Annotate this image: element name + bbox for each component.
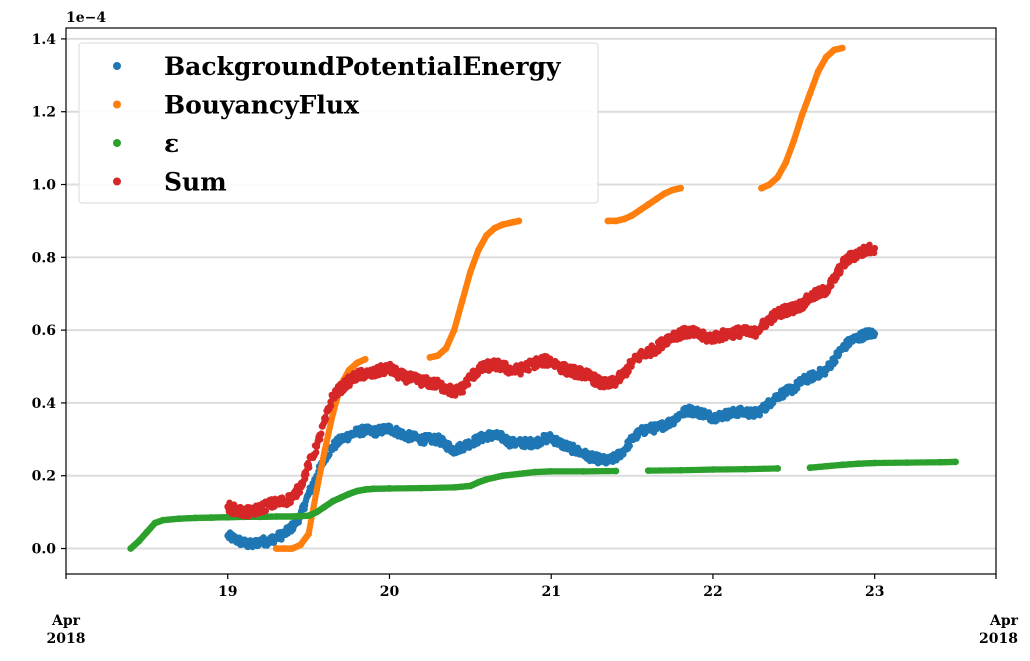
x-edge-label-year-0: 2018 [47, 631, 86, 647]
legend: BackgroundPotentialEnergy BouyancyFlux ε Su… [78, 42, 599, 204]
x-tick-label-2: 21 [541, 584, 560, 600]
point-0-1120 [871, 330, 879, 338]
legend-label-0: BackgroundPotentialEnergy [164, 52, 562, 81]
point-0-696 [626, 442, 633, 450]
axes [65, 27, 997, 575]
y-tick-label-2: 0.4 [32, 396, 57, 412]
point-3-407 [459, 389, 467, 396]
legend-box [78, 42, 599, 204]
point-1-309 [515, 217, 523, 225]
point-3-136 [303, 471, 310, 478]
point-2-618 [952, 458, 959, 466]
point-3-125 [296, 489, 304, 496]
point-0-176 [326, 451, 333, 458]
point-1-577 [838, 44, 846, 52]
legend-marker-2 [113, 139, 121, 147]
point-2-462 [612, 467, 620, 475]
legend-marker-1 [113, 100, 121, 109]
y-tick-label-1: 0.2 [32, 469, 56, 485]
point-2-519 [774, 465, 782, 472]
y-tick-label-5: 1.0 [32, 178, 57, 194]
x-tick-label-1: 20 [380, 584, 400, 600]
point-3-179 [327, 402, 335, 409]
y-tick-label-7: 1.4 [32, 32, 57, 48]
point-3-1120 [871, 244, 879, 252]
point-3-162 [318, 430, 325, 437]
y-tick-label-6: 1.2 [32, 105, 56, 121]
point-3-160 [316, 436, 324, 443]
legend-marker-0 [113, 62, 121, 70]
y-tick-label-4: 0.8 [32, 250, 56, 266]
point-3-1061 [837, 267, 844, 275]
series-layer [127, 44, 959, 552]
x-edge-label-month-1: Apr [989, 613, 1019, 629]
plot-frame [65, 27, 997, 575]
series-3 [224, 241, 879, 520]
point-3-521 [525, 367, 532, 374]
y-tick-label-0: 0.0 [32, 542, 57, 558]
point-3-66 [262, 507, 270, 515]
x-edge-label-month-0: Apr [51, 613, 81, 629]
point-3-153 [312, 449, 320, 456]
y-exponent-label: 1e−4 [66, 10, 106, 26]
point-0-1052 [832, 358, 839, 366]
point-1-154 [361, 355, 369, 363]
x-edge-label-year-1: 2018 [979, 631, 1018, 647]
legend-marker-3 [113, 177, 121, 186]
point-1-436 [677, 184, 685, 192]
point-3-416 [464, 381, 472, 388]
point-3-394 [452, 392, 459, 399]
y-axis-ticks: 0.0 0.2 0.4 0.6 0.8 1.0 1.2 1.4 [32, 32, 66, 558]
legend-label-1: BouyancyFlux [164, 91, 360, 120]
legend-label-2: ε [164, 129, 179, 158]
point-3-141 [305, 464, 313, 471]
point-0-524 [527, 435, 534, 443]
point-3-170 [322, 415, 330, 422]
point-3-1045 [828, 282, 835, 290]
point-3-932 [762, 323, 770, 330]
x-axis-ticks: 19 20 21 22 23 Apr 2018 Apr 2018 [47, 574, 1019, 647]
x-tick-label-0: 19 [218, 584, 237, 600]
x-tick-label-3: 22 [703, 584, 722, 600]
point-3-694 [625, 368, 632, 375]
x-tick-label-4: 23 [865, 584, 884, 600]
legend-label-3: Sum [164, 168, 227, 197]
y-tick-label-3: 0.6 [32, 323, 56, 339]
